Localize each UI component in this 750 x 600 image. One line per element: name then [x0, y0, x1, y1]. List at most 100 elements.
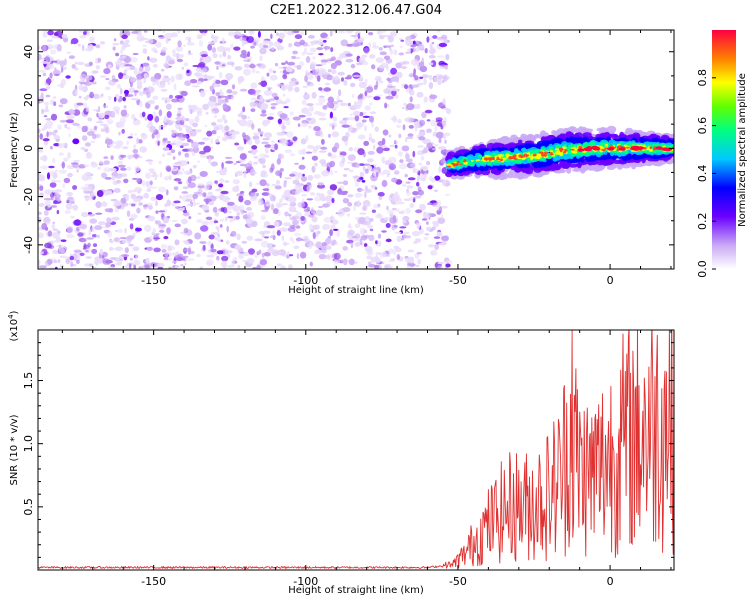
- noise-speckle: [211, 34, 215, 40]
- noise-speckle: [341, 156, 346, 164]
- noise-speckle: [406, 265, 412, 269]
- signal-speckle: [562, 163, 570, 169]
- noise-speckle: [253, 41, 257, 46]
- noise-speckle: [38, 232, 45, 239]
- noise-speckle: [347, 229, 355, 236]
- noise-speckle: [198, 35, 203, 39]
- noise-speckle: [325, 195, 333, 202]
- noise-speckle: [356, 178, 361, 183]
- noise-speckle: [124, 64, 133, 67]
- noise-speckle: [423, 78, 427, 85]
- noise-speckle: [424, 233, 430, 236]
- noise-speckle: [320, 146, 328, 150]
- noise-speckle: [183, 44, 187, 47]
- noise-speckle: [393, 140, 399, 144]
- noise-speckle: [387, 85, 396, 89]
- noise-speckle: [89, 36, 95, 43]
- noise-speckle: [66, 127, 71, 130]
- noise-speckle: [141, 180, 146, 187]
- noise-speckle: [418, 61, 425, 68]
- noise-speckle: [237, 264, 241, 269]
- noise-speckle: [266, 225, 276, 229]
- noise-speckle: [407, 133, 414, 138]
- noise-speckle: [142, 204, 149, 208]
- noise-speckle: [205, 216, 213, 220]
- noise-speckle: [267, 243, 274, 249]
- noise-speckle: [170, 75, 175, 83]
- noise-speckle: [43, 139, 49, 146]
- noise-speckle: [48, 191, 51, 194]
- noise-speckle: [248, 181, 253, 188]
- noise-speckle: [161, 153, 166, 158]
- noise-speckle: [85, 249, 89, 253]
- noise-speckle: [181, 191, 189, 194]
- noise-speckle: [349, 169, 354, 173]
- noise-speckle: [241, 40, 245, 47]
- noise-speckle: [143, 192, 149, 199]
- noise-speckle: [330, 224, 336, 230]
- noise-speckle: [184, 80, 192, 86]
- noise-speckle: [398, 61, 406, 65]
- noise-speckle: [184, 152, 190, 158]
- noise-speckle: [58, 143, 67, 147]
- noise-speckle: [358, 163, 365, 167]
- noise-speckle: [254, 238, 263, 242]
- noise-speckle: [261, 141, 269, 145]
- noise-speckle: [278, 32, 286, 40]
- noise-speckle: [90, 162, 98, 168]
- noise-speckle: [407, 249, 415, 253]
- noise-speckle: [371, 209, 376, 213]
- noise-speckle: [176, 136, 184, 141]
- noise-speckle: [367, 224, 374, 229]
- noise-speckle: [84, 47, 93, 52]
- noise-speckle: [360, 235, 368, 241]
- noise-speckle: [264, 236, 269, 239]
- noise-speckle: [320, 32, 328, 39]
- noise-speckle: [313, 126, 321, 132]
- noise-speckle: [144, 117, 148, 121]
- noise-speckle: [354, 223, 361, 228]
- noise-speckle: [163, 208, 168, 214]
- noise-speckle: [241, 114, 247, 120]
- noise-speckle: [157, 35, 164, 38]
- noise-speckle: [301, 52, 306, 56]
- noise-speckle: [39, 185, 44, 191]
- noise-speckle: [337, 30, 346, 34]
- noise-speckle: [260, 113, 267, 117]
- noise-speckle: [113, 38, 117, 42]
- noise-speckle: [294, 56, 301, 60]
- noise-speckle: [390, 44, 394, 48]
- noise-speckle: [271, 47, 275, 51]
- noise-speckle: [92, 234, 97, 238]
- noise-speckle: [388, 163, 396, 171]
- noise-speckle: [254, 253, 259, 259]
- noise-speckle: [317, 230, 321, 234]
- noise-speckle: [189, 79, 198, 84]
- noise-speckle: [357, 148, 365, 156]
- noise-speckle: [236, 33, 244, 37]
- noise-speckle: [292, 116, 301, 121]
- noise-speckle: [377, 141, 384, 146]
- noise-speckle: [101, 201, 108, 207]
- noise-speckle: [331, 124, 335, 130]
- noise-speckle: [402, 219, 407, 224]
- noise-speckle: [410, 163, 416, 168]
- noise-speckle: [395, 94, 399, 99]
- noise-speckle: [370, 184, 376, 189]
- noise-speckle: [236, 212, 240, 216]
- noise-speckle: [196, 129, 202, 133]
- signal-speckle: [539, 170, 550, 176]
- noise-speckle: [368, 234, 375, 241]
- noise-speckle: [120, 121, 125, 128]
- noise-speckle: [271, 140, 275, 144]
- noise-speckle: [126, 140, 129, 146]
- noise-speckle: [275, 202, 282, 209]
- noise-speckle: [239, 37, 247, 42]
- noise-speckle: [181, 115, 186, 122]
- noise-speckle: [445, 54, 450, 61]
- noise-speckle: [191, 85, 200, 88]
- noise-speckle: [217, 136, 221, 139]
- noise-speckle: [406, 136, 414, 140]
- noise-speckle: [409, 203, 415, 209]
